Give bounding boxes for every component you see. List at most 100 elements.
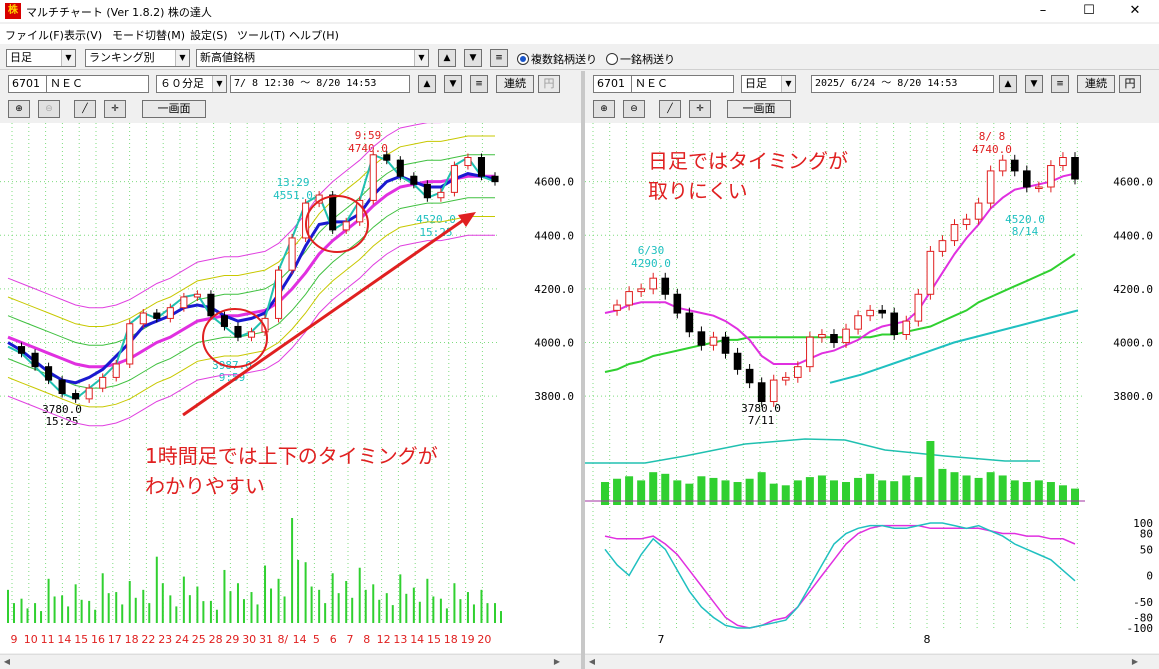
scroll-right-icon[interactable]: ▶	[553, 657, 561, 666]
crosshair-icon[interactable]: ✛	[689, 100, 711, 118]
right-peak1-date: 6/30	[638, 244, 665, 257]
menu-bar: ファイル(F) 表示(V) モード切替(M) 設定(S) ツール(T) ヘルプ(…	[0, 24, 1159, 44]
volume-bar	[53, 596, 56, 623]
zoom-in-icon[interactable]: ⊕	[593, 100, 615, 118]
menu-file[interactable]: ファイル(F)	[5, 29, 64, 42]
right-continuous-button[interactable]: 連続	[1077, 75, 1115, 93]
volume-bar	[709, 477, 718, 505]
volume-bar	[134, 597, 137, 623]
volume-bar	[613, 478, 622, 505]
right-stock-code[interactable]: 6701	[593, 75, 634, 93]
left-next-button[interactable]: ▼	[444, 75, 462, 93]
right-period-select[interactable]: 日足 ▼	[741, 75, 796, 93]
left-stock-code[interactable]: 6701	[8, 75, 49, 93]
draw-line-icon[interactable]: ╱	[659, 100, 681, 118]
ranking-select[interactable]: ランキング別 ▼	[85, 49, 190, 67]
candle-body	[288, 237, 296, 271]
candle-body	[637, 288, 645, 293]
close-icon[interactable]: ✕	[1129, 3, 1141, 18]
maximize-icon[interactable]: ☐	[1083, 3, 1095, 18]
candle-body	[962, 218, 971, 226]
right-annotation-line2: 取りにくい	[648, 179, 748, 203]
stock-list-select[interactable]: 新高値銘柄 ▼	[196, 49, 429, 67]
volume-bar	[229, 591, 232, 623]
left-prev-button[interactable]: ▲	[418, 75, 436, 93]
menu-view[interactable]: 表示(V)	[64, 29, 103, 42]
menu-help[interactable]: ヘルプ(H)	[289, 29, 339, 42]
volume-bar	[480, 589, 483, 623]
x-tick-label: 23	[158, 633, 172, 646]
right-yen-button[interactable]: 円	[1119, 75, 1141, 93]
volume-bar	[107, 593, 110, 623]
left-continuous-button[interactable]: 連続	[496, 75, 534, 93]
next-button[interactable]: ▼	[464, 49, 482, 67]
minimize-icon[interactable]: –	[1039, 3, 1047, 18]
volume-bar	[472, 604, 475, 623]
candle-body	[986, 170, 995, 204]
prev-button[interactable]: ▲	[438, 49, 456, 67]
candle-body	[410, 175, 418, 185]
x-tick-label: 5	[313, 633, 320, 646]
envelope-band-line	[7, 135, 495, 327]
left-date-range: 7/ 8 12:30 ～ 8/20 14:53	[230, 75, 410, 93]
volume-bar	[188, 595, 191, 623]
period-select[interactable]: 日足 ▼	[6, 49, 76, 67]
zoom-in-icon[interactable]: ⊕	[8, 100, 30, 118]
scroll-left-icon[interactable]: ◀	[3, 657, 11, 666]
volume-bar	[697, 476, 706, 505]
right-menu-button[interactable]: ≡	[1051, 75, 1069, 93]
left-scrollbar[interactable]: ◀ ▶	[0, 654, 581, 669]
scroll-right-icon[interactable]: ▶	[1131, 657, 1139, 666]
volume-bar	[637, 480, 646, 505]
radio-single-stock-label: 一銘柄送り	[620, 53, 675, 66]
crosshair-icon[interactable]: ✛	[104, 100, 126, 118]
left-low-value: 3780.0	[42, 403, 82, 416]
candle-body	[261, 317, 269, 333]
radio-single-stock[interactable]	[606, 53, 618, 65]
left-period-select[interactable]: ６０分足 ▼	[156, 75, 227, 93]
x-tick-label: 30	[242, 633, 256, 646]
left-stock-name[interactable]: ＮＥＣ	[46, 75, 149, 93]
right-stock-name[interactable]: ＮＥＣ	[631, 75, 734, 93]
y-tick-label: 4200.0	[534, 283, 574, 296]
candle-body	[166, 307, 174, 319]
right-single-screen-button[interactable]: 一画面	[727, 100, 791, 118]
candle-body	[99, 376, 107, 389]
menu-tools[interactable]: ツール(T)	[237, 29, 286, 42]
volume-bar	[391, 605, 394, 623]
volume-bar	[950, 472, 959, 505]
y-tick-label: 4400.0	[534, 229, 574, 242]
right-scrollbar[interactable]: ◀ ▶	[585, 654, 1159, 669]
menu-mode[interactable]: モード切替(M)	[112, 29, 186, 42]
right-next-button[interactable]: ▼	[1025, 75, 1043, 93]
x-tick-label: 17	[108, 633, 122, 646]
oscillator-tick-label: -80	[1133, 612, 1153, 625]
oscillator-tick-label: 100	[1133, 517, 1153, 530]
list-menu-button[interactable]: ≡	[490, 49, 508, 67]
volume-bar	[40, 611, 43, 623]
zoom-out-icon[interactable]: ⊖	[623, 100, 645, 118]
zoom-out-icon[interactable]: ⊖	[38, 100, 60, 118]
volume-bar	[1046, 482, 1055, 505]
volume-bar	[842, 482, 851, 505]
right-prev-button[interactable]: ▲	[999, 75, 1017, 93]
candle-body	[58, 379, 66, 395]
left-yen-button[interactable]: 円	[538, 75, 560, 93]
left-menu-button[interactable]: ≡	[470, 75, 488, 93]
volume-bar	[757, 472, 766, 505]
x-tick-label: 7	[658, 633, 665, 646]
radio-multi-stock[interactable]	[517, 53, 529, 65]
y-tick-label: 4600.0	[1113, 176, 1153, 189]
right-high-date: 8/ 8	[979, 130, 1006, 143]
x-tick-label: 20	[477, 633, 491, 646]
volume-bar	[182, 576, 185, 623]
panel-divider[interactable]	[581, 71, 585, 669]
candle-body	[842, 328, 850, 344]
draw-line-icon[interactable]: ╱	[74, 100, 96, 118]
candle-body	[126, 323, 134, 365]
moving-average-long-line	[604, 253, 1076, 373]
menu-settings[interactable]: 設定(S)	[190, 29, 228, 42]
volume-bar	[47, 578, 50, 623]
scroll-left-icon[interactable]: ◀	[588, 657, 596, 666]
left-single-screen-button[interactable]: 一画面	[142, 100, 206, 118]
